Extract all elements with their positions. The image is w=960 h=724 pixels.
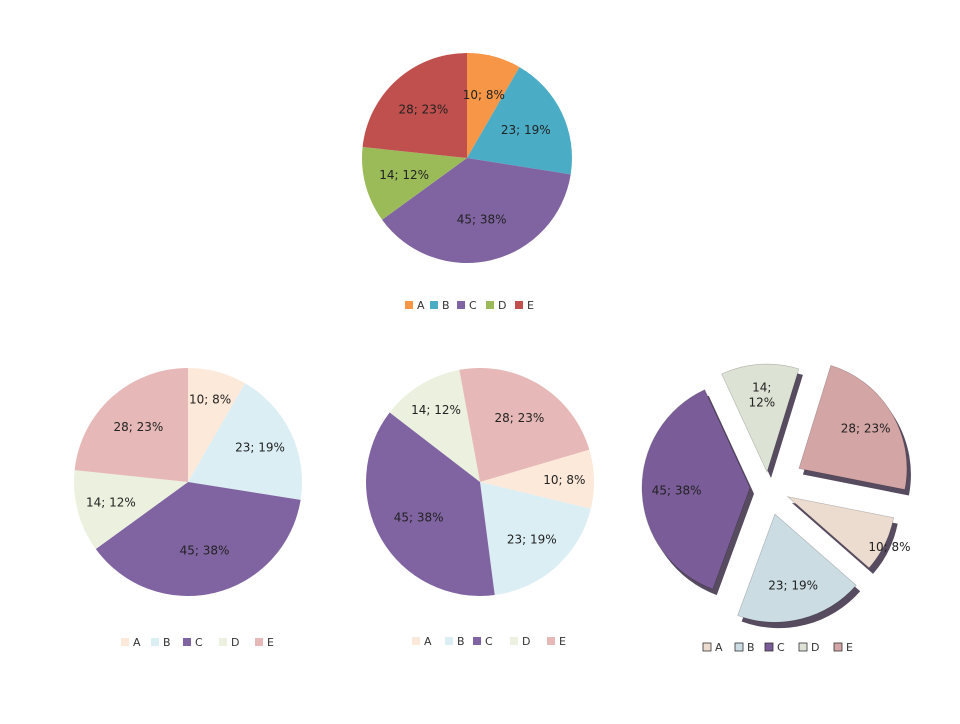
data-label-a: 10; 8% [868, 540, 910, 554]
legend-label-c: C [469, 299, 477, 312]
pie-slice-b [737, 513, 857, 623]
pie-slice-d [73, 470, 188, 550]
pie-slice-e [74, 368, 188, 482]
legend-swatch-d [510, 637, 518, 645]
legend-label-b: B [747, 641, 755, 654]
pie-slices [362, 53, 573, 264]
pie-slices [73, 368, 303, 597]
legend-swatch-e [255, 638, 263, 646]
legend-label-c: C [777, 641, 785, 654]
data-label-d: 14; 12% [748, 380, 775, 409]
legend-label-a: A [424, 635, 432, 648]
legend-label-a: A [133, 636, 141, 649]
legend-label-b: B [457, 635, 465, 648]
legend: A B C D E [121, 636, 274, 649]
data-label-b: 23; 19% [501, 123, 551, 137]
legend-swatch-b [445, 637, 453, 645]
data-label-a: 10; 8% [543, 473, 585, 487]
pie-data-labels: 14; 12% 28; 23% 10; 8% 23; 19% 45; 38% [394, 403, 586, 547]
pie-slice-b [188, 383, 303, 500]
legend-swatch-b [151, 638, 159, 646]
legend-label-d: D [811, 641, 819, 654]
pie-slice-d [362, 147, 467, 220]
legend: A B C D E [702, 641, 853, 654]
legend-swatch-e [833, 642, 843, 652]
pie-chart-bottom-right-exploded: 28; 23% 10; 8% 23; 19% 45; 38% 14; 12% A B C D E [641, 363, 911, 654]
pie-slice-e [362, 53, 467, 158]
data-label-e: 28; 23% [113, 420, 163, 434]
data-label-a: 10; 8% [463, 88, 505, 102]
data-label-c: 45; 38% [652, 484, 702, 498]
legend-swatch-a [412, 637, 420, 645]
data-label-e: 28; 23% [841, 422, 891, 436]
pie-chart-top: 10; 8% 23; 19% 45; 38% 14; 12% 28; 23% A B C D E [362, 53, 573, 312]
pie-slice-e [459, 367, 590, 482]
pie-slice-c [382, 158, 571, 264]
legend-label-b: B [442, 299, 450, 312]
data-label-b: 23; 19% [768, 578, 818, 592]
legend-swatch-d [219, 638, 227, 646]
data-label-c: 45; 38% [457, 212, 507, 226]
pie-slice-b [467, 67, 573, 175]
legend-swatch-c [183, 638, 191, 646]
pie-slice-b [480, 482, 591, 596]
legend-label-e: E [267, 636, 274, 649]
pie-slice-a [188, 368, 245, 482]
data-label-d: 14; 12% [86, 496, 136, 510]
legend-swatch-c [473, 637, 481, 645]
pie-data-labels: 28; 23% 10; 8% 23; 19% 45; 38% 14; 12% [652, 380, 911, 592]
legend-label-d: D [231, 636, 239, 649]
legend-label-d: D [522, 635, 530, 648]
legend-label-a: A [417, 299, 425, 312]
data-label-a: 10; 8% [189, 392, 231, 406]
legend-swatch-d [486, 301, 494, 309]
legend-label-b: B [163, 636, 171, 649]
pie-slice-c [641, 389, 751, 590]
legend-label-c: C [195, 636, 203, 649]
data-label-d: 14; 12% [379, 168, 429, 182]
data-label-b: 23; 19% [235, 441, 285, 455]
data-label-d: 14; 12% [411, 403, 461, 417]
pie-slice-e [798, 365, 908, 490]
data-label-b: 23; 19% [507, 533, 557, 547]
legend-swatch-c [764, 642, 774, 652]
legend: A B C D E [405, 299, 534, 312]
legend-label-e: E [846, 641, 853, 654]
pie-slice-d [721, 363, 800, 473]
pie-chart-bottom-left: 10; 8% 23; 19% 45; 38% 14; 12% 28; 23% A B C D E [73, 368, 303, 649]
pie-slices [366, 367, 595, 596]
legend-swatch-e [515, 301, 523, 309]
pie-slice-a [467, 53, 520, 158]
pie-data-labels: 10; 8% 23; 19% 45; 38% 14; 12% 28; 23% [86, 392, 285, 557]
pie-slices [641, 363, 911, 629]
legend-swatch-b [734, 642, 744, 652]
legend-label-c: C [485, 635, 493, 648]
legend-swatch-c [457, 301, 465, 309]
pie-slice-d [389, 369, 480, 482]
legend-swatch-d [798, 642, 808, 652]
pie-chart-bottom-middle: 14; 12% 28; 23% 10; 8% 23; 19% 45; 38% A B C D E [366, 367, 595, 648]
pie-slice-a [786, 496, 895, 569]
legend-label-e: E [559, 635, 566, 648]
data-label-c: 45; 38% [180, 544, 230, 558]
pie-slice-c [366, 412, 495, 596]
legend-swatch-b [430, 301, 438, 309]
legend-swatch-a [405, 301, 413, 309]
pie-slice-c [95, 482, 301, 597]
legend-label-e: E [527, 299, 534, 312]
legend-swatch-a [702, 642, 712, 652]
legend-swatch-e [547, 637, 555, 645]
pie-data-labels: 10; 8% 23; 19% 45; 38% 14; 12% 28; 23% [379, 88, 551, 226]
data-label-e: 28; 23% [494, 411, 544, 425]
pie-slice-a [480, 449, 595, 509]
legend-label-a: A [715, 641, 723, 654]
data-label-c: 45; 38% [394, 510, 444, 524]
data-label-e: 28; 23% [398, 103, 448, 117]
legend: A B C D E [412, 635, 566, 648]
legend-label-d: D [498, 299, 506, 312]
legend-swatch-a [121, 638, 129, 646]
